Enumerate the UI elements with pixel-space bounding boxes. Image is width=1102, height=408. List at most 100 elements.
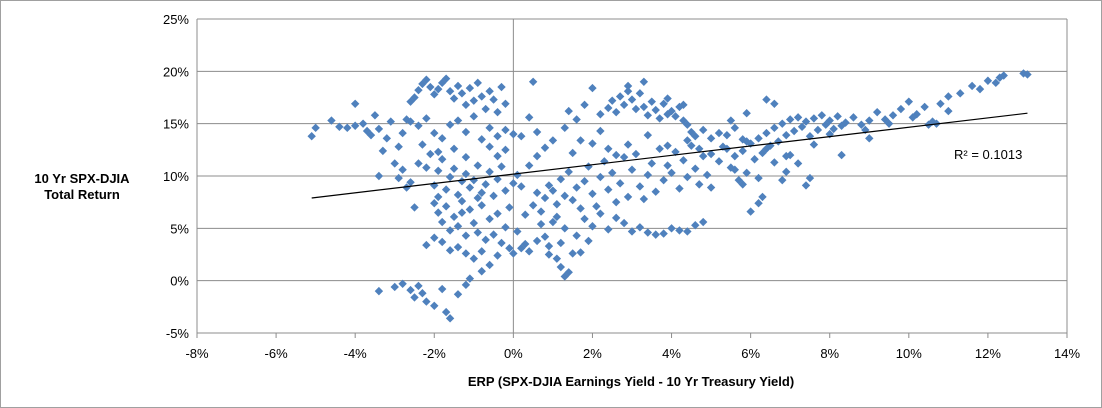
data-point [785, 150, 795, 160]
data-point [418, 289, 427, 298]
data-point [738, 135, 747, 144]
data-point [604, 185, 613, 194]
data-point [398, 279, 407, 289]
data-point [865, 116, 874, 125]
data-point [671, 147, 680, 157]
data-point [489, 230, 498, 239]
data-point [643, 170, 653, 180]
data-point [995, 73, 1004, 82]
data-point [608, 96, 617, 105]
data-point [556, 238, 566, 248]
data-point [406, 117, 415, 126]
data-point [445, 314, 455, 323]
data-point [789, 126, 799, 136]
data-point [453, 190, 463, 200]
data-point [619, 218, 629, 228]
data-point [904, 97, 914, 106]
data-point [655, 114, 664, 123]
data-point [390, 282, 399, 292]
data-point [469, 96, 479, 105]
data-point [706, 134, 716, 143]
data-point [687, 141, 696, 150]
data-point [742, 137, 751, 146]
data-point [378, 146, 388, 156]
data-point [702, 170, 712, 180]
data-point [560, 123, 569, 133]
data-point [623, 81, 633, 91]
data-point [611, 150, 621, 160]
data-point [762, 144, 771, 153]
data-point [461, 249, 471, 258]
data-point [698, 217, 708, 227]
data-point [505, 203, 514, 212]
data-point [552, 212, 562, 222]
data-point [611, 197, 621, 207]
data-point [627, 95, 637, 104]
data-point [556, 262, 566, 272]
data-point [663, 110, 672, 119]
data-point [639, 102, 649, 112]
data-point [453, 290, 463, 299]
data-point [501, 99, 510, 108]
x-tick-label: 6% [741, 346, 760, 361]
data-point [714, 157, 724, 166]
y-tick-label: -5% [166, 326, 190, 341]
data-point [675, 226, 684, 235]
data-point [762, 95, 771, 104]
data-point [374, 171, 384, 181]
x-tick-label: -8% [185, 346, 209, 361]
data-point [667, 224, 676, 233]
data-point [679, 100, 688, 110]
data-point [592, 202, 601, 211]
x-tick-label: 4% [662, 346, 681, 361]
data-point [675, 102, 684, 112]
data-points [307, 69, 1032, 323]
data-point [647, 97, 656, 106]
data-point [572, 183, 581, 192]
data-point [461, 280, 471, 290]
data-point [473, 193, 482, 203]
data-point [485, 123, 494, 133]
data-point [754, 199, 763, 208]
data-point [944, 106, 953, 116]
data-point [774, 137, 783, 146]
data-point [521, 210, 530, 219]
data-point [718, 142, 728, 151]
data-point [872, 107, 882, 117]
data-point [449, 94, 459, 103]
data-point [477, 267, 486, 276]
data-point [770, 99, 779, 108]
data-point [449, 164, 459, 173]
data-point [627, 227, 637, 236]
data-point [501, 125, 510, 135]
data-point [635, 89, 645, 98]
data-point [651, 230, 660, 239]
data-point [370, 111, 380, 120]
data-point [445, 120, 455, 129]
data-point [600, 157, 609, 166]
data-point [548, 186, 558, 195]
data-point [564, 268, 573, 277]
y-tick-label: 5% [170, 221, 189, 236]
data-point [517, 132, 526, 141]
data-point [801, 181, 811, 190]
data-point [683, 172, 692, 182]
x-tick-label: 0% [504, 346, 523, 361]
data-point [611, 213, 621, 223]
x-tick-label: -6% [265, 346, 289, 361]
data-point [532, 236, 542, 246]
data-point [434, 147, 443, 157]
data-point [770, 158, 779, 167]
data-point [441, 185, 451, 194]
data-point [754, 134, 763, 143]
data-point [912, 110, 921, 119]
y-tick-label: 15% [163, 117, 189, 132]
data-point [576, 204, 585, 213]
data-point [509, 129, 518, 139]
x-tick-label: 12% [975, 346, 1001, 361]
data-point [813, 125, 823, 135]
data-point [560, 191, 569, 201]
data-point [335, 122, 344, 132]
data-point [865, 134, 874, 143]
